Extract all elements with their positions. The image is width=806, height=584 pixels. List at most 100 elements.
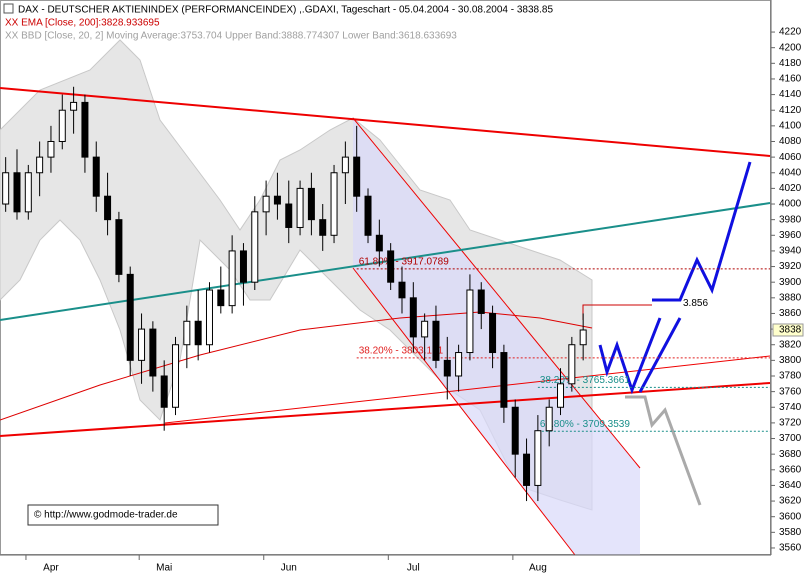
fib-label: 61.80% - 3709.3539 [540,419,631,430]
channel-line [352,267,576,556]
candle-body [500,352,508,408]
candle-body [545,406,553,432]
y-tick-label: 4180 [779,58,802,69]
y-tick-label: 3680 [779,449,802,460]
candle-body [568,344,576,385]
trend-line [0,87,771,157]
y-tick-label: 4040 [779,167,802,178]
candle-body [477,289,485,314]
candle-body [138,328,146,361]
candle-body [205,289,213,346]
y-tick-label: 3660 [779,464,802,475]
candle-body [285,203,293,228]
chart-title: DAX - DEUTSCHER AKTIENINDEX (PERFORMANCE… [18,5,553,16]
y-tick-label: 3780 [779,371,802,382]
copyright-box [27,504,219,526]
indicator-label: XX BBD [Close, 20, 2] Moving Average:375… [5,31,457,42]
y-tick-label: 3600 [779,511,802,522]
candle-body [115,219,123,275]
y-tick-label: 4000 [779,199,802,210]
candle-body [13,172,21,213]
candle-body [387,250,395,283]
candle-body [557,383,565,408]
x-tick-label: Apr [43,563,59,574]
candle-body [511,406,519,455]
candle-body [443,359,451,377]
candle-body [319,219,327,236]
y-tick-label: 3860 [779,308,802,319]
candle-body [432,320,440,361]
last-price-label: 3838 [779,325,802,336]
projection [638,317,682,393]
candle-body [70,101,78,111]
fib-label: 38.20% - 3765.3661 [540,375,631,386]
y-tick-label: 3720 [779,418,802,429]
fib-label: 38.20% - 3803.131 [359,346,444,357]
candle-body [375,234,383,252]
y-tick-label: 3900 [779,277,802,288]
candle-body [534,430,542,486]
y-tick-label: 4100 [779,120,802,131]
projection [652,161,752,302]
candle-body [126,273,134,361]
candle-body [239,250,247,283]
candle-body [24,172,32,213]
candle-body [36,156,44,174]
candle-body [523,453,531,486]
candle-body [160,375,168,408]
target-label: 3.856 [683,298,708,309]
y-tick-label: 3620 [779,496,802,507]
last-price-box [772,323,804,337]
x-tick-label: Jun [281,563,297,574]
candle-body [273,195,281,205]
fib-label: 61.80% - 3917.0789 [359,256,450,267]
candle-body [330,172,338,236]
projection [598,317,662,395]
candle-body [579,329,587,346]
candle-body [172,344,180,408]
indicator-label: XX EMA [Close, 200]:3828.933695 [5,18,160,29]
y-tick-label: 3740 [779,402,802,413]
y-tick-label: 3640 [779,480,802,491]
x-tick-label: Jul [407,563,420,574]
y-tick-label: 4020 [779,183,802,194]
candle-body [58,109,66,142]
y-tick-label: 4200 [779,42,802,53]
candle-body [353,156,361,197]
candle-body [47,140,55,158]
candle-body [228,250,236,307]
projection [625,395,702,506]
candle-body [398,281,406,299]
y-tick-label: 4160 [779,74,802,85]
y-tick-label: 4140 [779,89,802,100]
candle-body [104,195,112,221]
y-tick-label: 4220 [779,27,802,38]
y-tick-label: 4080 [779,136,802,147]
candle-body [307,187,315,221]
ema-line [0,311,593,421]
candle-body [262,195,270,213]
candle-body [296,187,304,228]
candle-body [251,211,259,283]
y-tick-label: 3960 [779,230,802,241]
trend-line [164,355,771,424]
candle-body [149,328,157,377]
candle-body [183,320,191,346]
y-tick-label: 4060 [779,152,802,163]
candle-body [466,289,474,354]
candle-body [455,352,463,377]
candle-body [409,297,417,338]
y-tick-label: 3760 [779,386,802,397]
y-tick-label: 3980 [779,214,802,225]
candle-body [81,101,89,158]
y-tick-label: 3700 [779,433,802,444]
y-tick-label: 3800 [779,355,802,366]
x-tick-label: Mai [156,563,172,574]
candle-body [92,156,100,197]
candle-body [489,312,497,354]
candle-body [217,289,225,307]
candle-body [194,320,202,346]
candle-body [364,195,372,236]
y-tick-label: 3580 [779,527,802,538]
